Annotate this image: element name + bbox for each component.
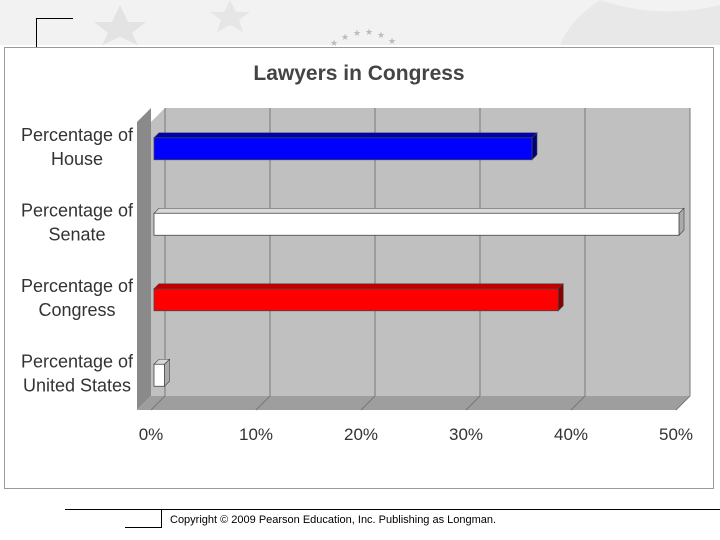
x-tick-label: 10% [239,425,273,444]
x-tick-label: 50% [659,425,693,444]
gridline-floor [675,395,691,411]
bar [153,212,680,236]
bar-side [531,132,538,161]
plot-side-wall [137,108,151,410]
gridline-floor [465,395,481,411]
bar-top [153,132,538,139]
x-tick-label: 0% [139,425,164,444]
bar-chart: 0% 10% 20% 30% 40% 50% Percentage of House Perce… [21,108,693,444]
chart-title: Lawyers in Congress [253,62,465,85]
svg-text:★: ★ [377,30,385,40]
y-category-label: Percentage of [21,200,134,220]
bar-side [164,358,170,387]
y-category-label: House [51,149,103,169]
x-tick-label: 30% [449,425,483,444]
svg-text:★: ★ [388,36,396,46]
footer-divider [65,509,720,510]
chart-frame: Lawyers in Congress 0% 10% 20% 30% 40% 50% Per… [4,47,714,489]
y-category-label: Percentage of [21,351,134,371]
y-category-label: Percentage of [21,276,134,296]
plot-back-wall [151,108,690,410]
svg-text:★: ★ [353,28,361,38]
y-category-label: Percentage of [21,125,134,145]
bar-side [557,283,564,312]
y-category-label: United States [23,375,131,395]
y-category-label: Senate [48,224,105,244]
bar-top [153,207,685,214]
plot-floor [137,396,690,410]
corner-line-top [36,18,73,19]
y-category-label: Congress [38,300,115,320]
x-tick-label: 20% [344,425,378,444]
x-tick-label: 40% [554,425,588,444]
footer-box [125,510,162,528]
bar [153,363,165,387]
bar [153,288,559,312]
bar-top [153,283,564,290]
bar-side [678,207,685,236]
svg-text:★: ★ [365,27,373,37]
corner-line-left [36,18,37,48]
gridline-floor [360,395,376,411]
gridline-floor [255,395,271,411]
gridline-floor [150,395,166,411]
svg-text:★: ★ [341,32,349,42]
gridline-floor [570,395,586,411]
copyright-text: Copyright © 2009 Pearson Education, Inc.… [170,514,497,526]
svg-text:★: ★ [330,38,338,48]
bar [153,137,533,161]
